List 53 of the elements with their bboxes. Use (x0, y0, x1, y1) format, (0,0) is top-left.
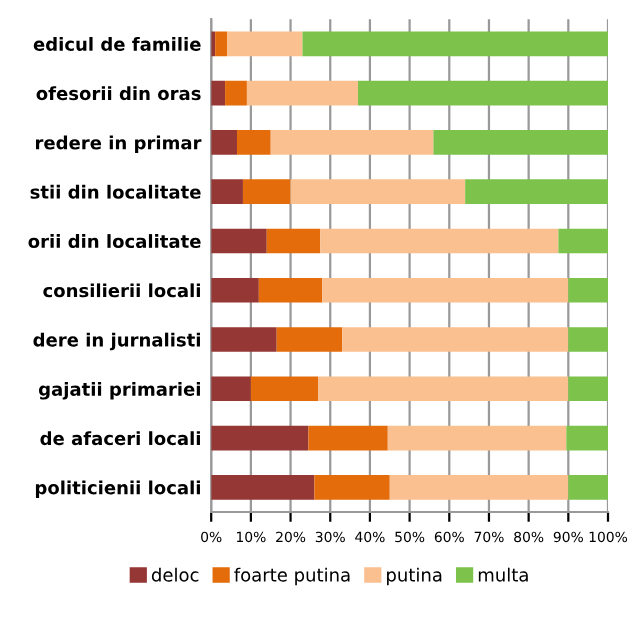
bar (211, 228, 267, 254)
bar (302, 31, 608, 57)
bar (433, 130, 608, 155)
bar (227, 31, 303, 57)
y-tick-label: gajatii primariei (38, 381, 200, 400)
y-tick-label: orii din localitate (28, 234, 201, 249)
bar (568, 277, 608, 303)
y-tick-label: redere in primar (35, 135, 202, 154)
bar (211, 425, 309, 451)
bar (320, 228, 559, 254)
bar (246, 80, 359, 106)
bar (568, 376, 608, 402)
y-tick-label: dere in jurnalisti (33, 332, 200, 351)
bar (308, 425, 388, 451)
bar (236, 130, 271, 155)
legend-label: deloc (151, 567, 199, 582)
bar (242, 179, 291, 204)
bar (270, 130, 434, 155)
bar (266, 228, 321, 254)
bar (314, 475, 390, 500)
bar (322, 277, 569, 303)
y-tick-label: ofesorii din oras (36, 86, 201, 101)
bar (566, 425, 608, 451)
bar (225, 80, 247, 106)
legend-label: multa (478, 567, 528, 582)
y-tick-label: stii din localitate (30, 184, 201, 199)
y-tick-label: de afaceri locali (40, 431, 200, 446)
bar (258, 277, 323, 303)
legend-label: foarte putina (234, 567, 350, 586)
y-tick-label: edicul de familie (33, 36, 201, 51)
bar (465, 179, 608, 204)
bar (387, 425, 567, 451)
bar (211, 179, 243, 204)
bar (290, 179, 466, 204)
bar (250, 376, 319, 402)
bar (211, 80, 226, 106)
legend-label: putina (387, 567, 442, 586)
bar (211, 475, 315, 500)
bar (358, 80, 608, 106)
y-tick-label: consilierii locali (43, 283, 200, 298)
bar (568, 327, 608, 352)
bar (276, 327, 343, 352)
bar (318, 376, 569, 402)
bar (211, 327, 277, 352)
bar (558, 228, 608, 254)
bar (389, 475, 569, 500)
y-tick-label: politicienii locali (35, 480, 200, 498)
bar (215, 31, 228, 57)
bar (568, 475, 608, 500)
bar (211, 376, 251, 402)
bar (211, 277, 259, 303)
bar (342, 327, 569, 352)
bar (211, 130, 237, 155)
